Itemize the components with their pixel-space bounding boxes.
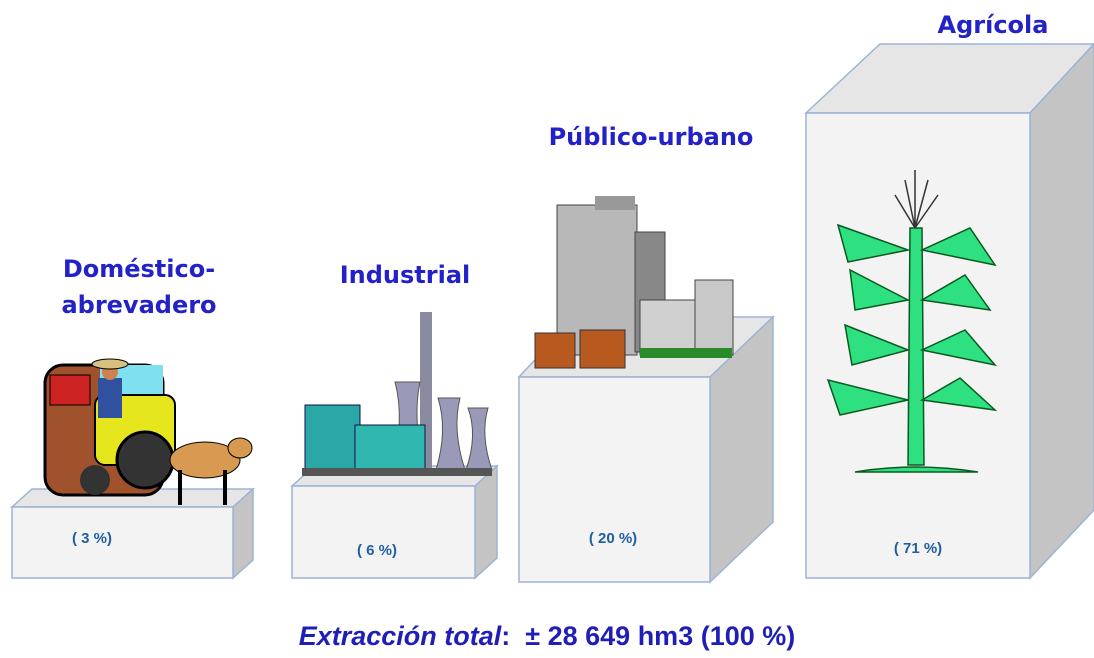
value-label: ( 6 %) [357, 542, 397, 559]
box [10, 487, 255, 580]
corn-icon [826, 170, 998, 473]
category-label: Industrial [340, 261, 471, 289]
city-icon [534, 196, 734, 369]
label-line: abrevadero [61, 291, 216, 319]
category-label: Doméstico-abrevadero [61, 255, 216, 319]
value-label: ( 20 %) [589, 530, 637, 547]
value-label: ( 71 %) [894, 540, 942, 557]
footer-label: Extracción total [299, 621, 502, 651]
box [290, 464, 499, 580]
farm-icon [43, 358, 253, 505]
category-label: Agrícola [938, 11, 1049, 39]
footer: Extracción total: ± 28 649 hm3 (100 %) [299, 621, 796, 651]
value-label: ( 3 %) [72, 530, 112, 547]
industry-icon [302, 312, 493, 476]
category-label: Público-urbano [549, 123, 754, 151]
label-line: Doméstico- [63, 255, 215, 283]
box [804, 42, 1094, 580]
footer-text: : ± 28 649 hm3 (100 %) [501, 621, 795, 651]
